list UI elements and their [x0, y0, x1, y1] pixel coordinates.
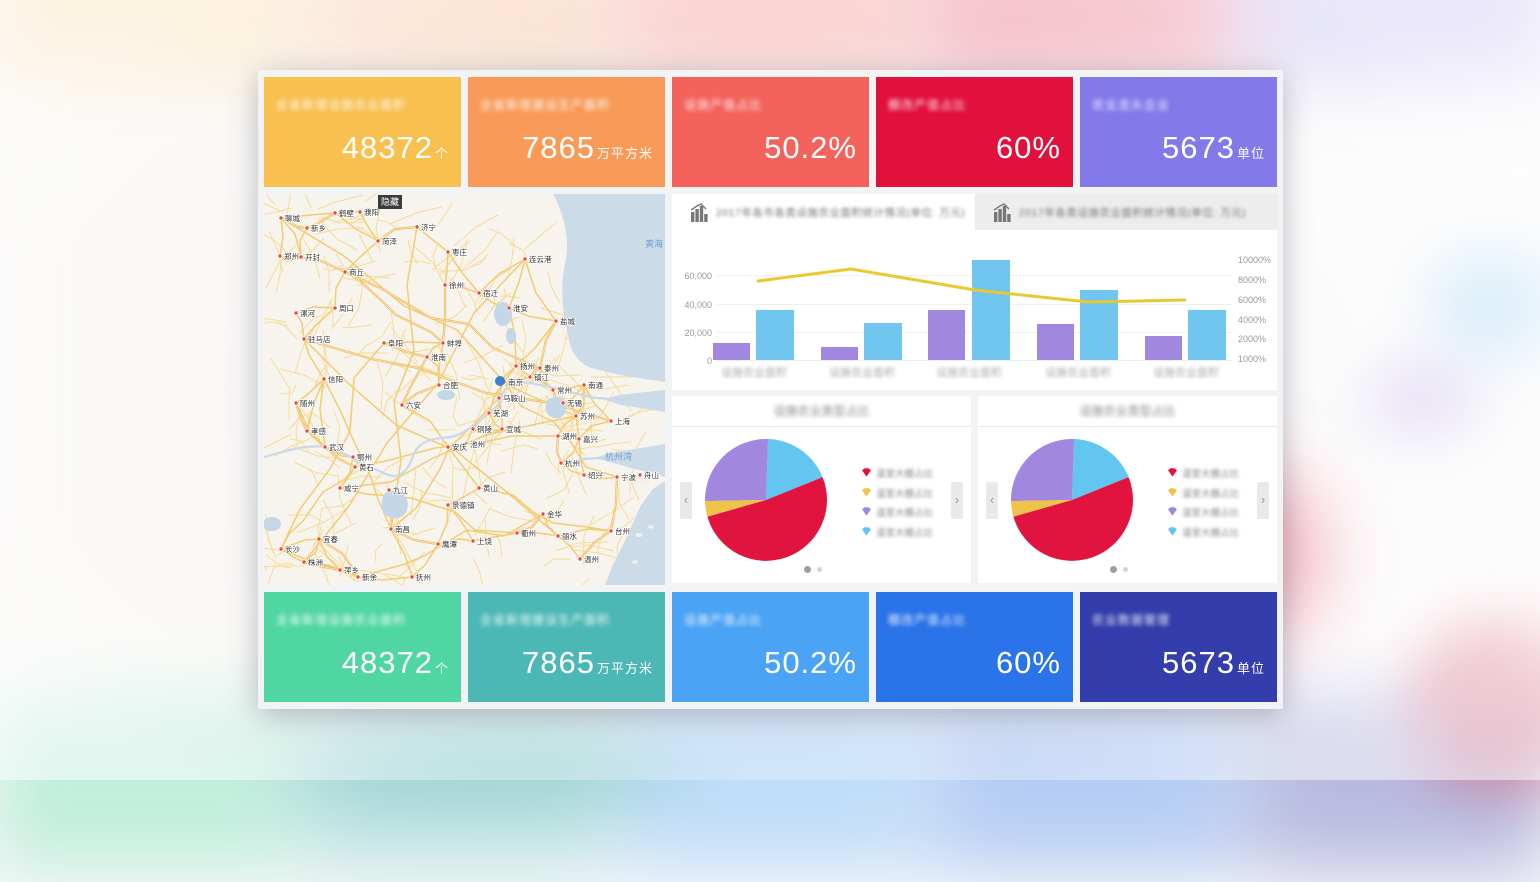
svg-text:武汉: 武汉 — [329, 442, 344, 452]
svg-text:杭州湾: 杭州湾 — [605, 451, 632, 462]
svg-text:常州: 常州 — [557, 386, 572, 395]
svg-text:株洲: 株洲 — [308, 557, 323, 567]
svg-text:商丘: 商丘 — [349, 267, 364, 277]
svg-text:温州: 温州 — [584, 555, 599, 564]
svg-text:隐藏: 隐藏 — [381, 196, 399, 207]
svg-text:10000%: 10000% — [1238, 255, 1271, 265]
svg-text:芜湖: 芜湖 — [493, 408, 508, 418]
svg-text:九江: 九江 — [393, 486, 408, 495]
svg-text:台州: 台州 — [615, 526, 630, 536]
svg-text:扬州: 扬州 — [520, 361, 535, 371]
svg-text:濮阳: 濮阳 — [364, 207, 379, 217]
svg-text:随州: 随州 — [300, 398, 315, 408]
svg-text:0: 0 — [707, 356, 712, 366]
svg-text:南昌: 南昌 — [395, 524, 410, 534]
svg-text:1000%: 1000% — [1238, 354, 1266, 364]
svg-text:马鞍山: 马鞍山 — [503, 393, 526, 403]
svg-text:菏泽: 菏泽 — [382, 236, 397, 246]
svg-text:黄山: 黄山 — [483, 483, 498, 493]
svg-text:盐城: 盐城 — [560, 316, 575, 326]
svg-text:鄂州: 鄂州 — [357, 453, 372, 462]
svg-text:宁波: 宁波 — [621, 472, 636, 482]
svg-text:设施农业面积: 设施农业面积 — [829, 365, 895, 379]
svg-text:湖州: 湖州 — [562, 432, 577, 441]
svg-text:宜春: 宜春 — [323, 534, 338, 544]
svg-text:连云港: 连云港 — [529, 254, 552, 264]
svg-text:枣庄: 枣庄 — [452, 247, 467, 257]
svg-text:绍兴: 绍兴 — [588, 470, 603, 480]
svg-text:南京: 南京 — [508, 377, 523, 387]
svg-text:镇江: 镇江 — [534, 372, 549, 382]
svg-text:淮南: 淮南 — [431, 352, 446, 362]
svg-text:聊城: 聊城 — [285, 214, 300, 223]
svg-text:2000%: 2000% — [1238, 334, 1266, 344]
svg-text:铜陵: 铜陵 — [477, 424, 492, 434]
svg-text:无锡: 无锡 — [567, 399, 582, 408]
svg-text:池州: 池州 — [470, 439, 485, 449]
svg-text:六安: 六安 — [406, 400, 421, 410]
svg-text:设施农业面积: 设施农业面积 — [936, 365, 1002, 379]
svg-text:泰州: 泰州 — [544, 363, 559, 373]
svg-text:济宁: 济宁 — [421, 222, 436, 232]
svg-text:周口: 周口 — [339, 304, 354, 313]
svg-text:设施农业面积: 设施农业面积 — [1153, 365, 1219, 379]
svg-text:阜阳: 阜阳 — [388, 338, 403, 348]
svg-text:上饶: 上饶 — [477, 536, 492, 546]
svg-text:淮安: 淮安 — [513, 303, 528, 313]
svg-text:萍乡: 萍乡 — [344, 565, 359, 575]
svg-text:嘉兴: 嘉兴 — [583, 434, 598, 444]
svg-text:60,000: 60,000 — [684, 271, 712, 281]
svg-text:上海: 上海 — [615, 416, 630, 426]
svg-text:8000%: 8000% — [1238, 275, 1266, 285]
svg-text:合肥: 合肥 — [443, 380, 458, 390]
svg-text:新余: 新余 — [362, 572, 377, 582]
svg-text:设施农业面积: 设施农业面积 — [721, 365, 787, 379]
svg-text:4000%: 4000% — [1238, 315, 1266, 325]
svg-text:徐州: 徐州 — [449, 280, 464, 290]
svg-text:6000%: 6000% — [1238, 295, 1266, 305]
svg-text:黄石: 黄石 — [359, 462, 374, 472]
svg-text:丽水: 丽水 — [562, 531, 577, 541]
svg-text:安庆: 安庆 — [452, 442, 467, 452]
svg-text:衢州: 衢州 — [521, 528, 536, 538]
svg-text:黄海: 黄海 — [645, 238, 663, 249]
svg-text:漯河: 漯河 — [300, 308, 315, 318]
svg-text:景德镇: 景德镇 — [452, 500, 475, 510]
svg-text:鹰潭: 鹰潭 — [442, 539, 457, 549]
svg-text:信阳: 信阳 — [328, 374, 343, 384]
svg-text:苏州: 苏州 — [580, 411, 595, 421]
svg-text:舟山: 舟山 — [644, 470, 659, 480]
svg-text:金华: 金华 — [547, 509, 562, 519]
svg-text:宿迁: 宿迁 — [483, 288, 498, 298]
svg-text:杭州: 杭州 — [565, 458, 580, 468]
svg-text:抚州: 抚州 — [416, 572, 431, 582]
svg-text:南通: 南通 — [588, 380, 603, 390]
svg-text:40,000: 40,000 — [684, 300, 712, 310]
svg-text:鹤壁: 鹤壁 — [339, 208, 354, 218]
svg-text:长沙: 长沙 — [285, 544, 300, 554]
svg-text:蚌埠: 蚌埠 — [447, 338, 462, 348]
svg-text:孝感: 孝感 — [311, 426, 326, 436]
svg-text:驻马店: 驻马店 — [308, 334, 331, 344]
svg-text:新乡: 新乡 — [311, 223, 326, 233]
svg-text:咸宁: 咸宁 — [344, 483, 359, 493]
svg-text:郑州: 郑州 — [284, 251, 299, 261]
svg-text:设施农业面积: 设施农业面积 — [1045, 365, 1111, 379]
svg-text:开封: 开封 — [305, 252, 320, 262]
svg-text:宣城: 宣城 — [506, 424, 521, 434]
svg-text:20,000: 20,000 — [684, 328, 712, 338]
